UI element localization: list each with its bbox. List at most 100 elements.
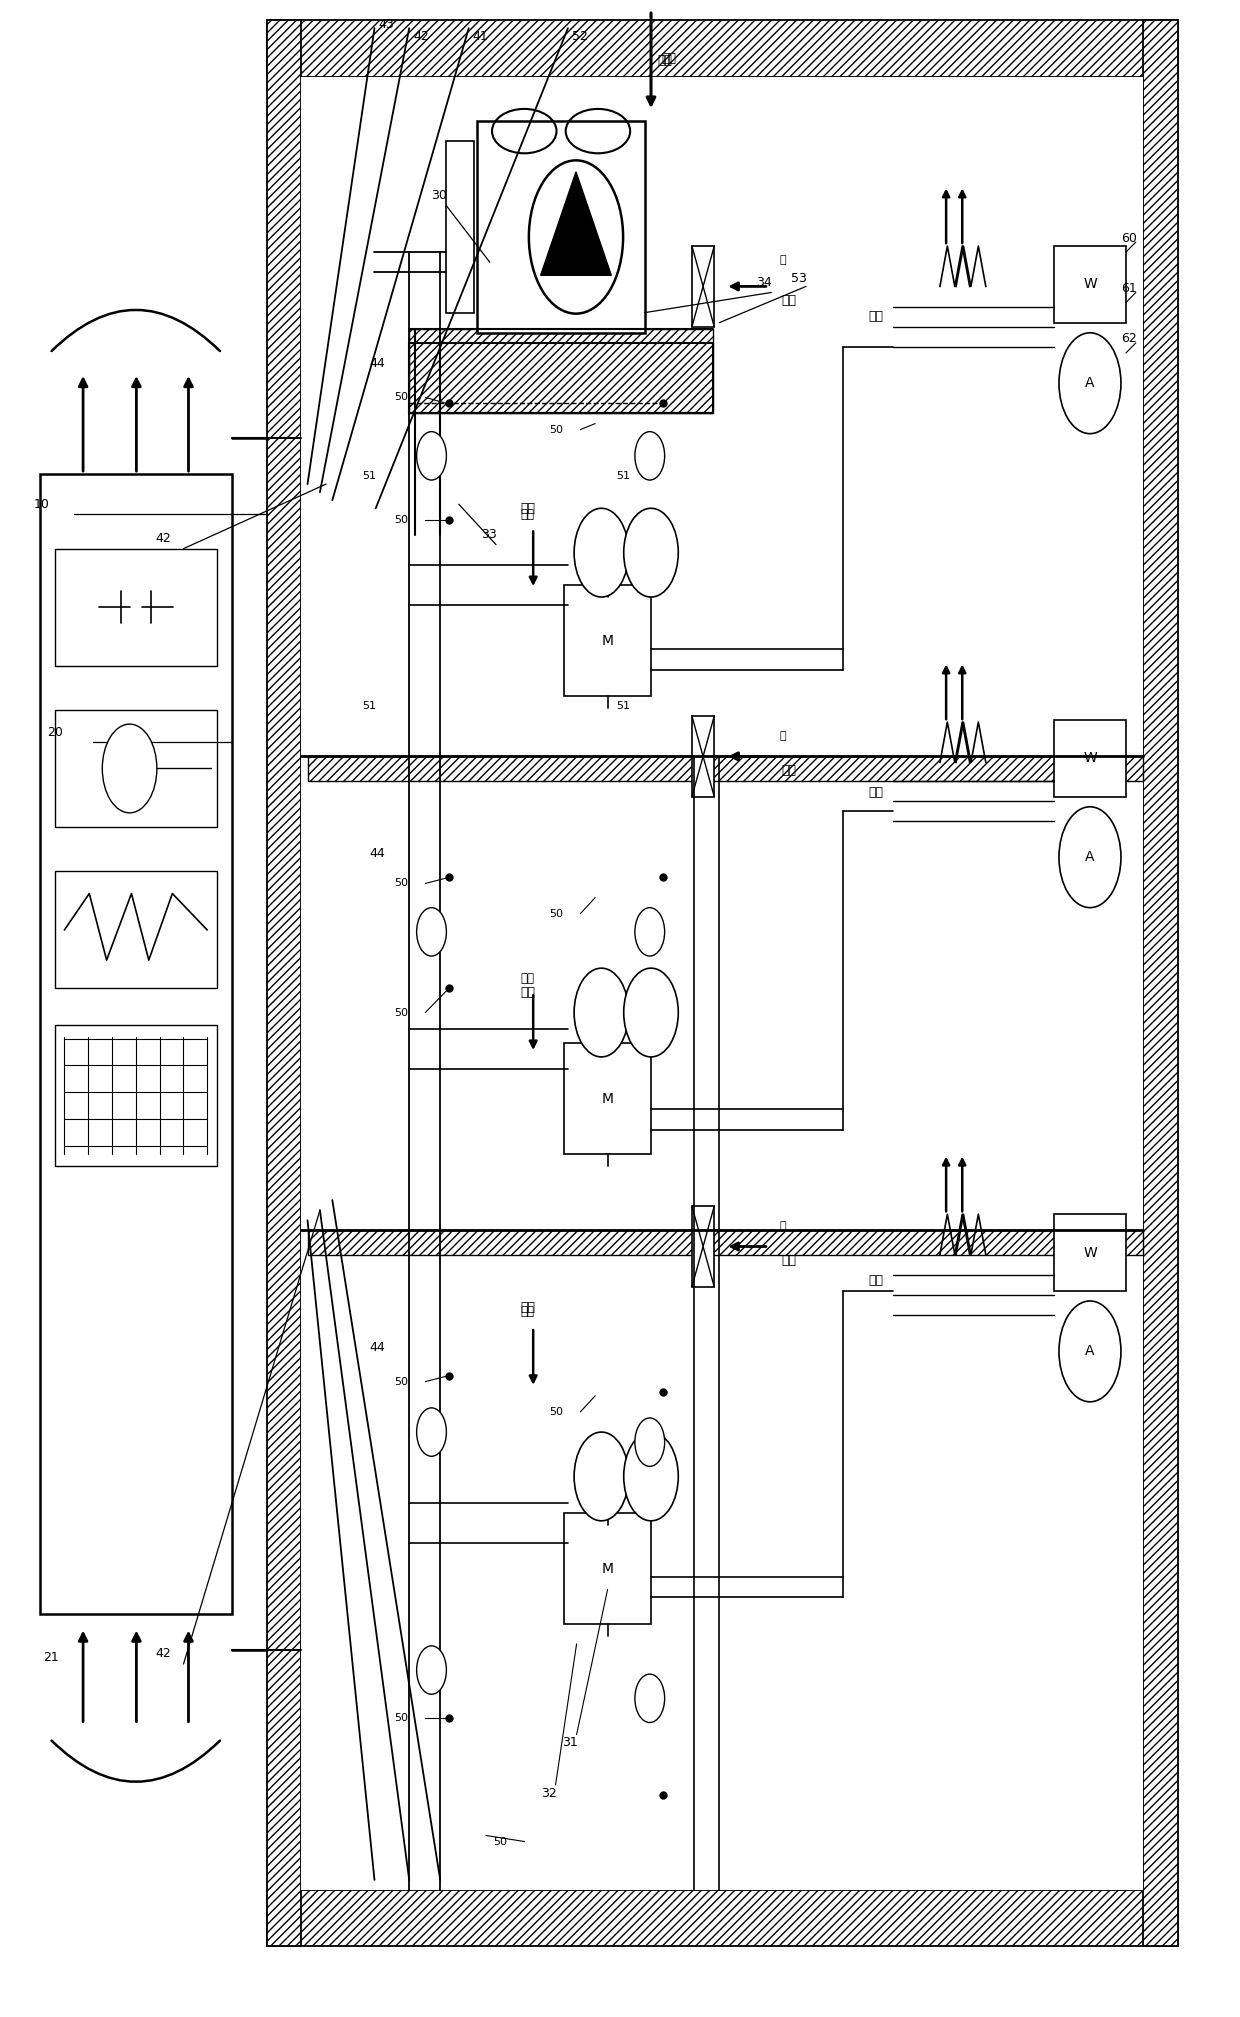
Circle shape bbox=[1059, 1301, 1121, 1402]
Circle shape bbox=[528, 161, 624, 315]
Text: 42: 42 bbox=[155, 1648, 171, 1660]
Circle shape bbox=[417, 1408, 446, 1456]
Bar bbox=[1054, 1214, 1126, 1291]
Text: 51: 51 bbox=[616, 472, 630, 480]
Bar bbox=[692, 1206, 714, 1287]
Text: 34: 34 bbox=[756, 276, 773, 288]
Text: W: W bbox=[1083, 752, 1097, 764]
Bar bbox=[564, 1043, 651, 1154]
Bar bbox=[301, 77, 1143, 1890]
Circle shape bbox=[1059, 333, 1121, 434]
Text: 41: 41 bbox=[472, 30, 489, 42]
Bar bbox=[692, 246, 714, 327]
Text: 21: 21 bbox=[43, 1652, 60, 1664]
Text: 回风: 回风 bbox=[868, 787, 883, 799]
Text: 50: 50 bbox=[549, 426, 563, 434]
Bar bbox=[1054, 246, 1126, 323]
Bar bbox=[308, 1230, 1143, 1255]
Circle shape bbox=[635, 432, 665, 480]
Circle shape bbox=[574, 968, 629, 1057]
Text: 风: 风 bbox=[780, 1222, 786, 1230]
Text: 50: 50 bbox=[549, 1408, 563, 1416]
Text: 出风: 出风 bbox=[521, 508, 534, 520]
Bar bbox=[55, 549, 217, 666]
Circle shape bbox=[635, 1674, 665, 1723]
Bar bbox=[446, 141, 474, 313]
Text: 50: 50 bbox=[394, 1378, 408, 1386]
Bar bbox=[409, 329, 713, 413]
Text: A: A bbox=[1085, 851, 1095, 863]
Text: 50: 50 bbox=[394, 1008, 408, 1017]
Bar bbox=[477, 121, 645, 333]
Text: M: M bbox=[601, 1563, 614, 1575]
Text: 51: 51 bbox=[616, 702, 630, 710]
Text: 出风: 出风 bbox=[521, 986, 536, 998]
Bar bbox=[1143, 20, 1178, 1946]
Text: M: M bbox=[601, 635, 614, 647]
Bar bbox=[40, 474, 232, 1614]
Bar bbox=[692, 716, 714, 797]
Text: 32: 32 bbox=[541, 1787, 557, 1799]
Text: 出风: 出风 bbox=[521, 1301, 536, 1313]
Circle shape bbox=[417, 432, 446, 480]
Text: 51: 51 bbox=[362, 472, 376, 480]
Text: A: A bbox=[1085, 1345, 1095, 1357]
Text: 44: 44 bbox=[370, 1341, 386, 1353]
Text: 进风: 进风 bbox=[661, 52, 676, 65]
Circle shape bbox=[574, 1432, 629, 1521]
Bar bbox=[267, 1890, 1178, 1946]
Text: 50: 50 bbox=[549, 910, 563, 918]
Bar bbox=[55, 871, 217, 988]
Circle shape bbox=[574, 508, 629, 597]
Circle shape bbox=[624, 1432, 678, 1521]
Text: 51: 51 bbox=[362, 702, 376, 710]
Text: 风: 风 bbox=[780, 732, 786, 740]
Circle shape bbox=[624, 508, 678, 597]
Text: 52: 52 bbox=[572, 30, 588, 42]
Text: 出风: 出风 bbox=[521, 972, 534, 984]
Text: 风: 风 bbox=[780, 256, 786, 264]
Bar bbox=[564, 1513, 651, 1624]
Text: 42: 42 bbox=[155, 532, 171, 545]
Text: 10: 10 bbox=[33, 498, 50, 510]
Bar bbox=[55, 710, 217, 827]
Text: 60: 60 bbox=[1121, 232, 1137, 244]
Bar bbox=[1054, 720, 1126, 797]
Circle shape bbox=[417, 1646, 446, 1694]
Text: 20: 20 bbox=[47, 726, 63, 738]
Text: 62: 62 bbox=[1121, 333, 1137, 345]
Bar bbox=[308, 756, 1143, 781]
Text: 进风: 进风 bbox=[657, 54, 672, 67]
Text: 44: 44 bbox=[370, 357, 386, 369]
Text: 出风: 出风 bbox=[521, 502, 536, 514]
Text: 43: 43 bbox=[378, 18, 394, 30]
Text: 回风: 回风 bbox=[781, 764, 796, 777]
Circle shape bbox=[417, 908, 446, 956]
Text: 50: 50 bbox=[494, 1837, 507, 1846]
Text: 44: 44 bbox=[370, 847, 386, 859]
Text: 50: 50 bbox=[394, 879, 408, 887]
Bar bbox=[267, 20, 1178, 77]
Bar bbox=[409, 343, 713, 413]
Text: 33: 33 bbox=[481, 528, 497, 541]
Text: 回风: 回风 bbox=[868, 311, 883, 323]
Text: M: M bbox=[601, 1093, 614, 1105]
Text: W: W bbox=[1083, 1247, 1097, 1259]
Text: 回风: 回风 bbox=[868, 1275, 883, 1287]
Bar bbox=[564, 585, 651, 696]
Circle shape bbox=[102, 724, 156, 813]
Text: A: A bbox=[1085, 377, 1095, 389]
Circle shape bbox=[635, 1418, 665, 1466]
Text: 31: 31 bbox=[562, 1737, 578, 1749]
Circle shape bbox=[624, 968, 678, 1057]
Text: 50: 50 bbox=[394, 1714, 408, 1723]
Bar bbox=[267, 20, 301, 1946]
Bar bbox=[55, 1025, 217, 1166]
Text: 50: 50 bbox=[394, 393, 408, 401]
Circle shape bbox=[1059, 807, 1121, 908]
Text: 50: 50 bbox=[394, 516, 408, 524]
Polygon shape bbox=[541, 171, 611, 276]
Text: 出风: 出风 bbox=[521, 1305, 534, 1317]
Text: 30: 30 bbox=[432, 190, 448, 202]
Text: W: W bbox=[1083, 278, 1097, 290]
